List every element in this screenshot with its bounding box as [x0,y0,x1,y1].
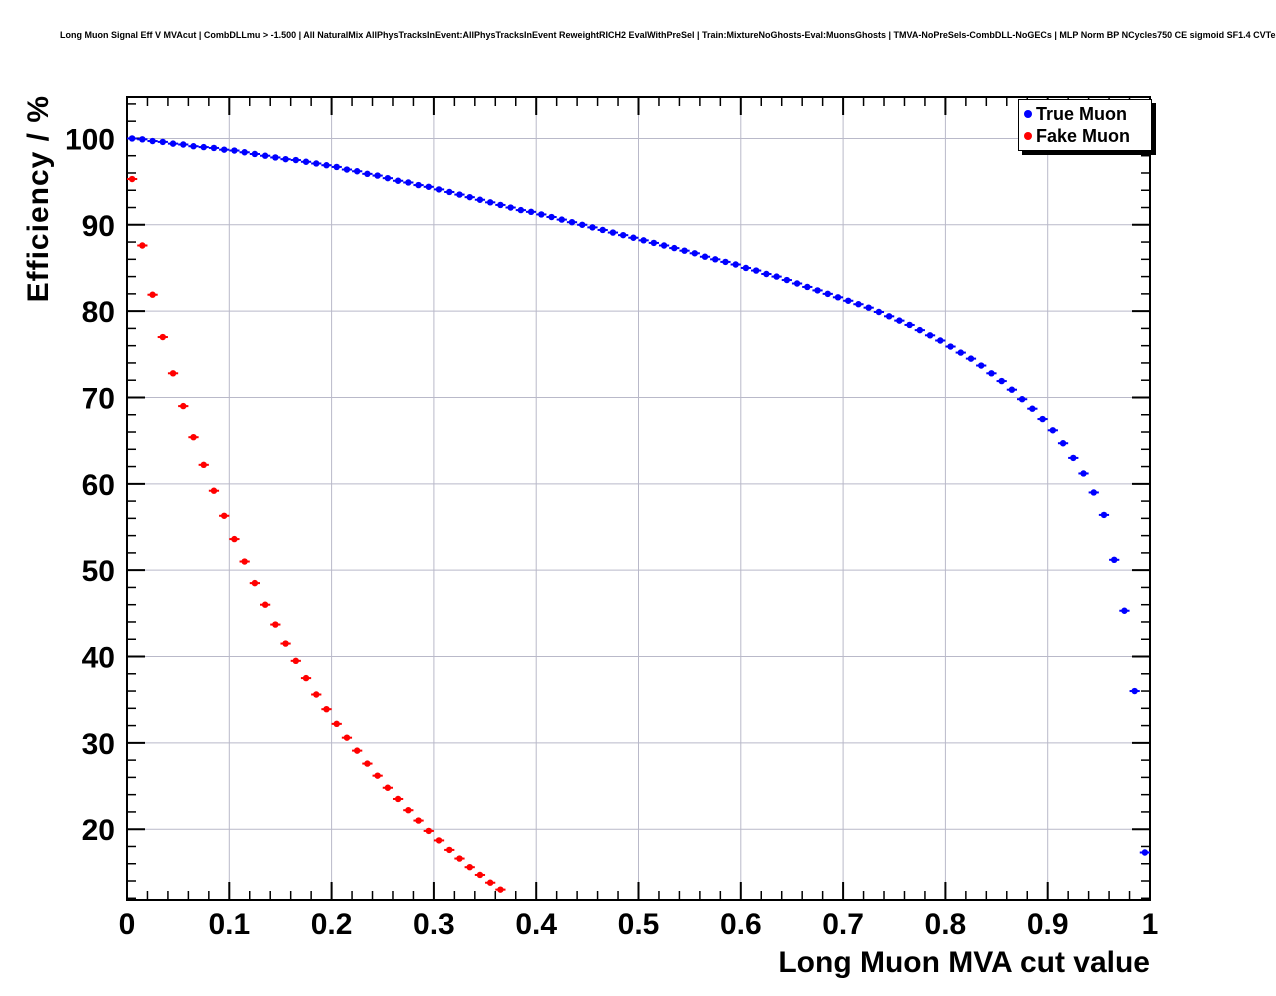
svg-text:0.8: 0.8 [925,908,967,941]
svg-text:0.7: 0.7 [822,908,864,941]
legend-label-true-muon: True Muon [1036,103,1127,124]
legend: True Muon Fake Muon [1018,99,1152,151]
svg-text:90: 90 [82,210,115,243]
svg-text:0.1: 0.1 [208,908,250,941]
svg-text:20: 20 [82,814,115,847]
x-axis-title: Long Muon MVA cut value [778,946,1150,979]
svg-text:1: 1 [1142,908,1159,941]
svg-text:0: 0 [119,908,136,941]
legend-label-fake-muon: Fake Muon [1036,125,1131,146]
svg-text:30: 30 [82,728,115,761]
svg-text:0.9: 0.9 [1027,908,1069,941]
true-muon-marker-icon [1024,110,1032,118]
svg-text:0.5: 0.5 [618,908,660,941]
svg-text:0.2: 0.2 [311,908,353,941]
svg-text:100: 100 [65,123,115,156]
svg-text:0.3: 0.3 [413,908,455,941]
svg-text:0.4: 0.4 [515,908,557,941]
legend-entry-true-muon: True Muon [1019,103,1151,125]
svg-text:0.6: 0.6 [720,908,762,941]
svg-text:70: 70 [82,382,115,415]
fake-muon-marker-icon [1024,132,1032,140]
svg-text:50: 50 [82,555,115,588]
plot-title: Long Muon Signal Eff V MVAcut | CombDLLm… [60,30,1276,40]
svg-text:40: 40 [82,642,115,675]
svg-text:60: 60 [82,469,115,502]
legend-entry-fake-muon: Fake Muon [1019,125,1151,147]
y-axis-title: Efficiency / % [22,95,55,303]
svg-text:80: 80 [82,296,115,329]
